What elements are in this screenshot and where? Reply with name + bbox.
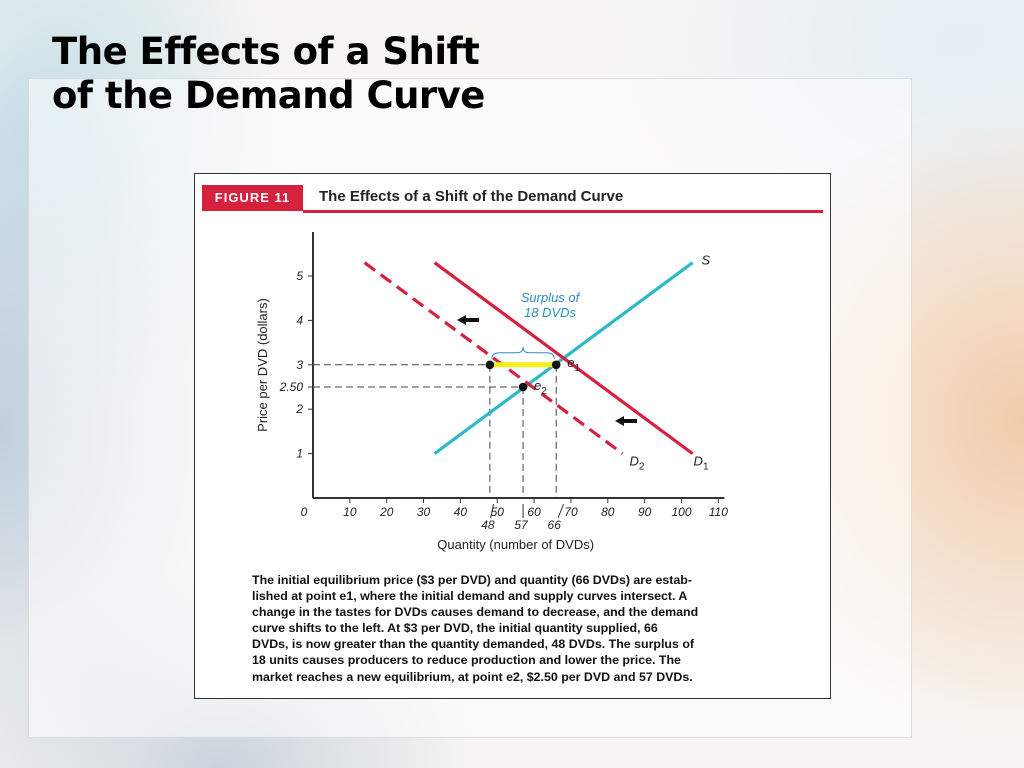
shift-arrow-lower: [615, 416, 637, 426]
shift-arrow-upper: [457, 315, 479, 325]
slide-title-line-2: of the Demand Curve: [52, 74, 485, 117]
x-tick-extra-label: 66: [548, 518, 562, 532]
y-tick-label: 2: [295, 402, 303, 416]
x-tick-label: 40: [454, 505, 468, 519]
caption-line-4: curve shifts to the left. At $3 per DVD,…: [252, 621, 658, 636]
figure-title-rule: [303, 210, 823, 213]
surplus-annotation-line-2: 18 DVDs: [524, 305, 577, 320]
point-demand-48: [485, 360, 495, 370]
x-extra-pointer-66: [557, 503, 565, 519]
x-tick-extra-label: 48: [481, 518, 495, 532]
x-tick-label: 30: [417, 505, 431, 519]
curve-D1: [433, 261, 694, 455]
x-tick-label: 20: [379, 505, 394, 519]
caption-line-1: The initial equilibrium price ($3 per DV…: [252, 573, 692, 587]
figure-caption: The initial equilibrium price ($3 per DV…: [252, 572, 787, 685]
x-tick-label: 0: [301, 505, 308, 519]
x-tick-label: 110: [709, 505, 728, 519]
label-S: S: [702, 253, 711, 268]
y-axis-label: Price per DVD (dollars): [255, 298, 270, 432]
y-tick-label: 2.50: [279, 380, 304, 394]
y-tick-label: 1: [296, 447, 303, 461]
surplus-annotation-line-1: Surplus of: [521, 290, 581, 305]
demand-shift-chart: 0 10 20 30 40 50 60 70 80 90 100 110 1 2 2.50 3 4 5 48 57 66…: [255, 232, 728, 552]
x-tick-label: 10: [343, 505, 357, 519]
x-tick-label: 90: [638, 505, 652, 519]
surplus-brace: [491, 346, 555, 359]
point-e2: [518, 382, 528, 392]
caption-line-2: lished at point e1, where the initial de…: [252, 589, 688, 604]
figure-header: FIGURE 11 The Effects of a Shift of the …: [195, 174, 830, 216]
y-tick-label: 5: [296, 269, 303, 283]
x-tick-label: 50: [491, 505, 505, 519]
caption-line-6: 18 units causes producers to reduce prod…: [252, 653, 681, 668]
y-tick-label: 3: [296, 358, 303, 372]
caption-line-3: change in the tastes for DVDs causes dem…: [252, 605, 699, 620]
x-tick-label: 60: [527, 505, 541, 519]
figure-title: The Effects of a Shift of the Demand Cur…: [319, 188, 624, 205]
caption-line-7: market reaches a new equilibrium, at poi…: [252, 669, 693, 684]
x-tick-label: 70: [564, 505, 578, 519]
x-axis-label: Quantity (number of DVDs): [437, 537, 594, 552]
caption-line-5: DVDs, is now greater than the quantity d…: [252, 637, 695, 652]
y-tick-label: 4: [296, 313, 303, 327]
curve-D2: [363, 261, 624, 455]
figure-box: FIGURE 11 The Effects of a Shift of the …: [194, 173, 831, 699]
x-tick-extra-label: 57: [514, 518, 529, 532]
figure-label: FIGURE 11: [202, 185, 303, 211]
x-extra-pointer-48: [490, 503, 495, 519]
slide-title-line-1: The Effects of a Shift: [52, 30, 480, 73]
point-e1: [551, 360, 561, 370]
label-e2: e2: [534, 378, 547, 397]
label-D2: D2: [630, 454, 645, 473]
label-e1: e1: [567, 355, 580, 374]
label-D1: D1: [694, 454, 709, 473]
slide-title: The Effects of a Shift of the Demand Cur…: [52, 30, 485, 118]
x-tick-label: 100: [671, 505, 691, 519]
x-tick-label: 80: [601, 505, 615, 519]
